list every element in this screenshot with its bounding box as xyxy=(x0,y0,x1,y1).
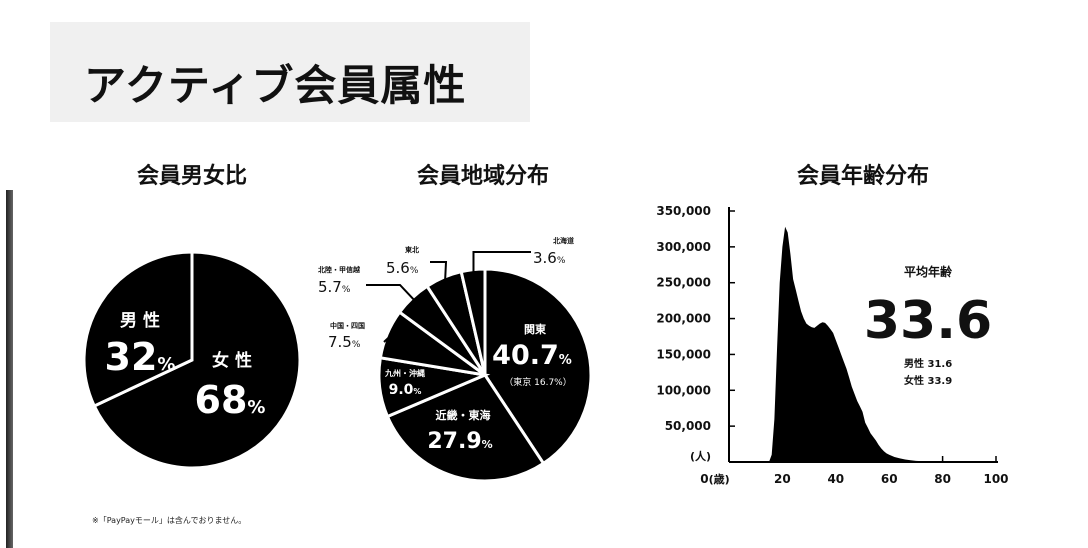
region-value-3: 7.5% xyxy=(328,333,361,351)
region-value-5: 5.6% xyxy=(386,259,419,277)
footnote: ※「PayPayモール」は含んでおりません。 xyxy=(92,516,247,525)
region-leader-5 xyxy=(430,261,448,282)
region-label-1: 近畿・東海 xyxy=(436,408,491,422)
age-y-tick-label-0: 50,000 xyxy=(665,419,711,433)
female-value: 68% xyxy=(195,378,266,422)
region-value-0: 40.7% xyxy=(492,340,572,371)
region-unit-2: % xyxy=(413,387,421,396)
region-label-6: 北海道 xyxy=(553,236,574,245)
region-label-4: 北陸・甲信越 xyxy=(318,265,361,274)
age-y-tick-label-5: 300,000 xyxy=(656,240,711,254)
region-unit-4: % xyxy=(342,285,351,295)
age-y-unit-label: (人) xyxy=(690,449,711,463)
age-y-tick-label-3: 200,000 xyxy=(656,312,711,326)
left-edge-shadow xyxy=(6,190,13,548)
page-title: アクティブ会員属性 xyxy=(84,61,467,110)
region-leader-3 xyxy=(383,334,392,343)
gender-slice-0 xyxy=(92,250,302,470)
average-age-female: 女性 33.9 xyxy=(904,374,952,387)
male-label: 男 性 xyxy=(120,310,160,331)
region-label-2: 九州・沖縄 xyxy=(384,368,425,378)
male-unit: % xyxy=(157,354,175,375)
region-label-5: 東北 xyxy=(405,245,419,254)
region-unit-0: % xyxy=(559,353,572,368)
region-label-0: 関東 xyxy=(524,322,547,336)
region-value-4: 5.7% xyxy=(318,278,351,296)
female-label: 女 性 xyxy=(212,350,252,371)
age-x-tick-label-0: 0(歳) xyxy=(700,472,729,486)
age-x-tick-label-2: 40 xyxy=(827,472,844,486)
age-distribution-area xyxy=(769,226,970,462)
age-y-tick-label-4: 250,000 xyxy=(656,276,711,290)
average-age-value: 33.6 xyxy=(864,291,992,351)
region-value-6: 3.6% xyxy=(533,249,566,267)
age-area-chart: 50,000 100,000 150,000 200,000 250,000 300,00… xyxy=(656,204,1008,486)
age-x-tick-label-1: 20 xyxy=(774,472,791,486)
region-value-2: 9.0% xyxy=(389,382,422,398)
age-y-tick-label-6: 350,000 xyxy=(656,204,711,218)
gender-chart-title: 会員男女比 xyxy=(136,164,247,189)
average-age-label: 平均年齢 xyxy=(904,264,953,279)
region-note-0: （東京 16.7%） xyxy=(504,376,571,388)
region-label-3: 中国・四国 xyxy=(330,321,365,330)
age-y-tick-label-2: 150,000 xyxy=(656,347,711,361)
age-chart-title: 会員年齢分布 xyxy=(796,164,929,189)
region-unit-3: % xyxy=(352,340,361,350)
age-x-tick-label-5: 100 xyxy=(983,472,1008,486)
region-leader-6 xyxy=(472,251,531,274)
age-x-tick-label-4: 80 xyxy=(934,472,951,486)
region-unit-6: % xyxy=(557,256,566,266)
region-leader-4 xyxy=(366,284,416,302)
region-chart-title: 会員地域分布 xyxy=(416,164,549,189)
title-background xyxy=(50,22,530,122)
age-y-tick-label-1: 100,000 xyxy=(656,383,711,397)
gender-pie-chart: 女 性68%男 性32% xyxy=(82,250,302,470)
age-x-unit-label: (歳) xyxy=(709,472,730,486)
female-unit: % xyxy=(247,397,265,418)
gender-slice-1 xyxy=(82,250,194,408)
region-unit-5: % xyxy=(410,266,419,276)
region-unit-1: % xyxy=(482,438,493,451)
age-x-tick-label-3: 60 xyxy=(881,472,898,486)
average-age-male: 男性 31.6 xyxy=(904,357,952,370)
